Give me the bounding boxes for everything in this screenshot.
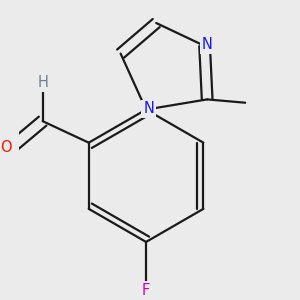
Text: H: H [37,76,48,91]
Text: O: O [1,140,12,155]
Text: N: N [202,37,213,52]
Text: F: F [142,283,150,298]
Text: N: N [143,101,154,116]
